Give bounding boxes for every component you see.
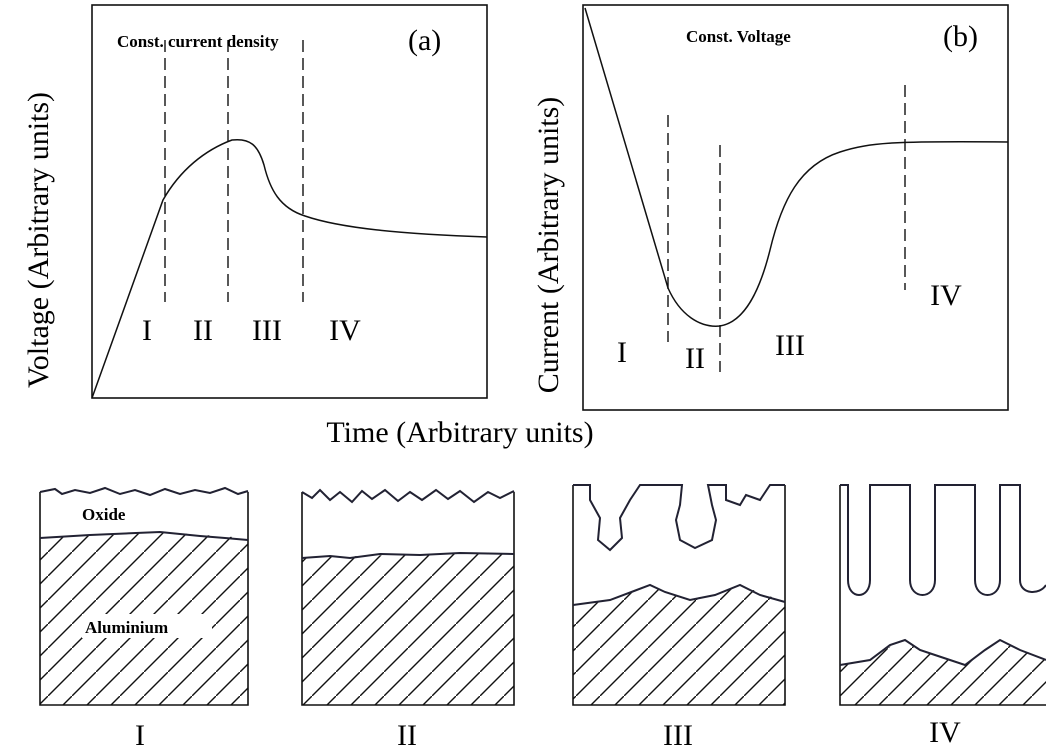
plot-frame [91, 4, 488, 399]
stage-frame [301, 492, 515, 706]
oxide-surface [301, 488, 515, 504]
region-label: II [193, 314, 213, 347]
stage-label: IV [929, 716, 961, 749]
pore-surface [573, 484, 785, 552]
oxide-surface [39, 486, 249, 497]
panel-tag: (b) [943, 20, 978, 53]
stage-4 [839, 484, 1046, 706]
plot-frame [582, 4, 1009, 411]
stage-2 [301, 488, 515, 706]
panel-a: Const. current density (a) I II III IV V… [22, 4, 488, 399]
pore-surface [840, 484, 1046, 596]
region-label: I [142, 314, 152, 347]
interface [839, 638, 1046, 667]
y-axis-label: Current (Arbitrary units) [532, 97, 565, 394]
metal-hatch [573, 585, 785, 705]
label-backdrop [82, 614, 212, 638]
current-curve [584, 7, 1009, 327]
stage-label: II [397, 719, 417, 752]
stage-frame [39, 492, 249, 706]
region-label: II [685, 342, 705, 375]
stage-frame [572, 485, 786, 706]
metal-hatch [302, 554, 514, 705]
stage-3 [572, 484, 786, 706]
region-label: IV [329, 314, 361, 347]
panel-title: Const. Voltage [686, 27, 791, 46]
region-label: III [775, 329, 805, 362]
region-label: I [617, 336, 627, 369]
voltage-curve [91, 138, 488, 399]
y-axis-label: Voltage (Arbitrary units) [22, 92, 55, 388]
metal-label: Aluminium [85, 618, 168, 637]
stage-label: III [663, 719, 693, 752]
interface [39, 530, 249, 541]
panel-tag: (a) [408, 24, 441, 57]
interface [301, 551, 515, 560]
panel-b: Const. Voltage (b) I II III IV Current (… [532, 4, 1009, 411]
region-label: III [252, 314, 282, 347]
x-axis-label: Time (Arbitrary units) [326, 416, 593, 449]
region-label: IV [930, 279, 962, 312]
stage-1: Oxide Aluminium [39, 486, 249, 706]
panel-title: Const. current density [117, 32, 279, 51]
interface [572, 583, 786, 606]
stage-label: I [135, 719, 145, 752]
oxide-label: Oxide [82, 505, 126, 524]
metal-hatch [840, 640, 1046, 705]
stage-frame [839, 485, 1046, 706]
